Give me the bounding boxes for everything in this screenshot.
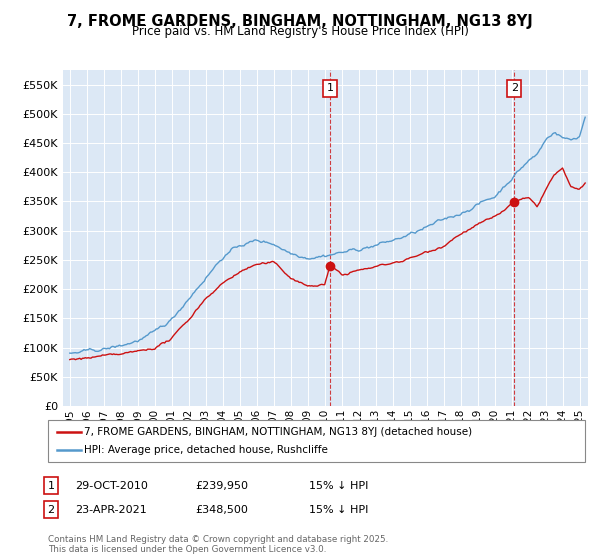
Text: Price paid vs. HM Land Registry's House Price Index (HPI): Price paid vs. HM Land Registry's House …: [131, 25, 469, 38]
Text: Contains HM Land Registry data © Crown copyright and database right 2025.
This d: Contains HM Land Registry data © Crown c…: [48, 535, 388, 554]
Text: 23-APR-2021: 23-APR-2021: [75, 505, 147, 515]
Text: 1: 1: [327, 83, 334, 94]
Text: 15% ↓ HPI: 15% ↓ HPI: [309, 480, 368, 491]
Text: £239,950: £239,950: [195, 480, 248, 491]
Text: £348,500: £348,500: [195, 505, 248, 515]
Text: 2: 2: [511, 83, 518, 94]
Text: 7, FROME GARDENS, BINGHAM, NOTTINGHAM, NG13 8YJ: 7, FROME GARDENS, BINGHAM, NOTTINGHAM, N…: [67, 14, 533, 29]
Text: 29-OCT-2010: 29-OCT-2010: [75, 480, 148, 491]
Text: 15% ↓ HPI: 15% ↓ HPI: [309, 505, 368, 515]
Text: 1: 1: [47, 480, 55, 491]
Text: 7, FROME GARDENS, BINGHAM, NOTTINGHAM, NG13 8YJ (detached house): 7, FROME GARDENS, BINGHAM, NOTTINGHAM, N…: [84, 427, 472, 437]
Text: HPI: Average price, detached house, Rushcliffe: HPI: Average price, detached house, Rush…: [84, 445, 328, 455]
Text: 2: 2: [47, 505, 55, 515]
